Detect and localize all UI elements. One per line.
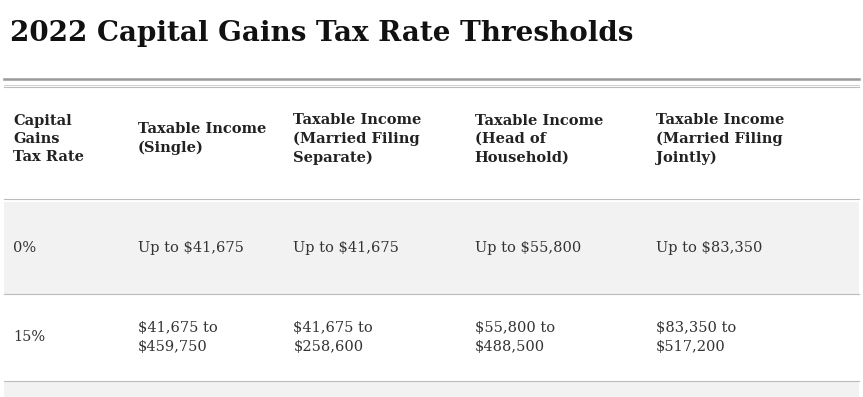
Text: $83,350 to
$517,200: $83,350 to $517,200: [656, 321, 736, 354]
FancyBboxPatch shape: [4, 294, 859, 381]
Text: Up to $41,675: Up to $41,675: [293, 241, 400, 255]
Text: Up to $55,800: Up to $55,800: [475, 241, 581, 255]
Text: Taxable Income
(Married Filing
Jointly): Taxable Income (Married Filing Jointly): [656, 113, 784, 165]
Text: $55,800 to
$488,500: $55,800 to $488,500: [475, 321, 555, 354]
Text: Taxable Income
(Single): Taxable Income (Single): [138, 123, 267, 155]
Text: Taxable Income
(Married Filing
Separate): Taxable Income (Married Filing Separate): [293, 113, 422, 165]
Text: 15%: 15%: [13, 330, 45, 345]
Text: Capital
Gains
Tax Rate: Capital Gains Tax Rate: [13, 114, 84, 164]
Text: 2022 Capital Gains Tax Rate Thresholds: 2022 Capital Gains Tax Rate Thresholds: [10, 20, 633, 47]
FancyBboxPatch shape: [4, 381, 859, 397]
Text: Up to $41,675: Up to $41,675: [138, 241, 244, 255]
FancyBboxPatch shape: [4, 202, 859, 294]
Text: $41,675 to
$459,750: $41,675 to $459,750: [138, 321, 217, 354]
FancyBboxPatch shape: [4, 87, 859, 198]
Text: Taxable Income
(Head of
Household): Taxable Income (Head of Household): [475, 114, 603, 164]
Text: Up to $83,350: Up to $83,350: [656, 241, 762, 255]
Text: $41,675 to
$258,600: $41,675 to $258,600: [293, 321, 373, 354]
Text: 0%: 0%: [13, 241, 36, 255]
